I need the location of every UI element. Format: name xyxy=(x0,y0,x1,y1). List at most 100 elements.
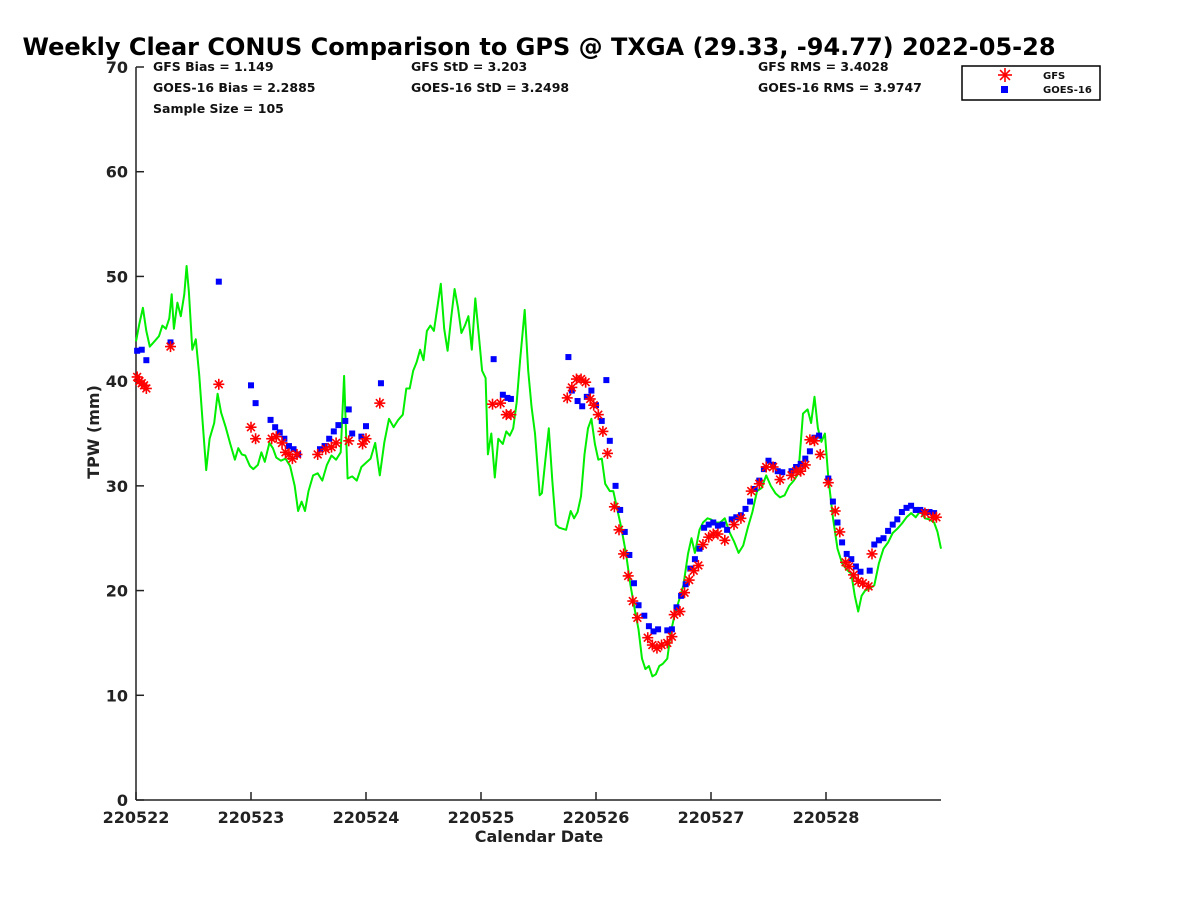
y-axis-label: TPW (mm) xyxy=(84,385,103,479)
goes16-point xyxy=(816,432,823,439)
gfs-point xyxy=(343,435,355,447)
goes16-point xyxy=(894,516,901,523)
goes16-point xyxy=(267,416,274,423)
goes16-point xyxy=(574,398,581,405)
goes16-point xyxy=(714,522,721,529)
gfs-point xyxy=(588,399,600,411)
goes16-point xyxy=(701,524,708,531)
legend-gfs-asterisk-marker xyxy=(998,68,1012,82)
gfs-point xyxy=(566,381,578,393)
gfs-point xyxy=(245,421,257,433)
goes16-point xyxy=(650,628,657,635)
goes16-point xyxy=(630,580,637,587)
goes16-point xyxy=(248,382,254,389)
goes16-point xyxy=(655,626,662,633)
y-tick-label: 30 xyxy=(106,477,128,496)
legend-box xyxy=(961,65,1101,101)
goes16-point xyxy=(635,602,642,609)
legend-goes-square-marker xyxy=(1001,86,1008,93)
gfs-bias-label: GFS Bias = 1.149 xyxy=(153,59,274,74)
goes16-point xyxy=(504,394,511,401)
gfs-std-label: GFS StD = 3.203 xyxy=(411,59,527,74)
goes16-point xyxy=(742,505,749,512)
goes16-point xyxy=(281,435,288,442)
gfs-point xyxy=(622,570,634,582)
y-tick-label: 20 xyxy=(106,582,128,601)
gfs-point xyxy=(666,631,678,643)
gfs-point xyxy=(822,477,834,489)
legend-gfs-label: GFS xyxy=(1043,71,1065,82)
goes16-point xyxy=(603,377,610,384)
goes16-point xyxy=(848,556,855,563)
gfs-point xyxy=(608,501,620,513)
goes16-point xyxy=(252,400,259,407)
goes16-point xyxy=(377,380,384,387)
statistics-block: GFS Bias = 1.149 GOES-16 Bias = 2.2885 S… xyxy=(153,59,922,116)
goes16-point xyxy=(839,539,846,546)
gfs-point xyxy=(627,595,639,607)
gfs-point xyxy=(330,437,342,449)
goes16-point xyxy=(612,482,619,489)
goes16-point xyxy=(290,446,297,453)
goes16-point xyxy=(797,460,804,467)
goes16-point xyxy=(857,568,864,575)
goes16-point xyxy=(728,516,735,523)
gfs-point xyxy=(592,409,604,421)
goes16-point xyxy=(885,527,892,534)
gfs-point xyxy=(814,448,826,460)
goes16-point xyxy=(272,424,279,431)
y-tick-label: 10 xyxy=(106,686,128,705)
gfs-point xyxy=(848,569,860,581)
gfs-point xyxy=(505,409,517,421)
goes16-point xyxy=(499,391,506,398)
gfs-point xyxy=(602,447,613,459)
goes-std-label: GOES-16 StD = 3.2498 xyxy=(411,80,569,95)
goes16-point xyxy=(138,346,145,353)
goes16-point xyxy=(342,417,349,424)
x-tick-label: 220522 xyxy=(103,808,170,827)
gfs-point xyxy=(852,575,864,587)
gfs-point xyxy=(866,548,878,560)
gfs-point xyxy=(767,461,779,473)
gfs-point xyxy=(697,538,709,550)
gfs-point xyxy=(597,425,609,437)
x-tick-label: 220528 xyxy=(793,808,860,827)
goes16-point xyxy=(641,612,648,619)
goes16-point xyxy=(326,435,333,442)
goes16-point xyxy=(710,519,717,526)
goes16-point xyxy=(143,357,150,364)
goes16-point xyxy=(335,422,342,429)
gfs-point xyxy=(374,397,386,409)
goes16-point xyxy=(691,556,698,563)
y-tick-label: 0 xyxy=(117,791,128,810)
gfs-point xyxy=(276,437,288,449)
gfs-point xyxy=(312,448,324,460)
x-tick-label: 220524 xyxy=(333,808,400,827)
goes16-point xyxy=(490,356,497,363)
goes16-point xyxy=(583,393,590,400)
y-tick-label: 50 xyxy=(106,267,128,286)
goes16-point xyxy=(687,565,694,572)
x-tick-label: 220527 xyxy=(678,808,745,827)
goes16-point xyxy=(747,498,754,505)
gfs-point xyxy=(291,448,303,460)
gfs-point xyxy=(809,435,820,447)
goes16-point xyxy=(802,455,809,462)
goes16-point xyxy=(317,446,323,453)
gfs-point xyxy=(735,512,747,524)
gfs-rms-label: GFS RMS = 3.4028 xyxy=(758,59,889,74)
y-tick-label: 60 xyxy=(106,163,128,182)
goes16-point xyxy=(645,623,652,630)
goes16-point xyxy=(606,437,613,444)
goes16-point xyxy=(668,626,675,633)
goes16-point xyxy=(285,443,292,450)
goes16-point xyxy=(903,504,910,511)
goes16-point xyxy=(134,347,141,354)
goes16-point xyxy=(917,506,924,513)
goes16-point xyxy=(829,498,836,505)
goes16-point xyxy=(705,521,712,528)
goes16-point xyxy=(565,354,572,361)
goes16-point xyxy=(588,387,595,394)
goes16-point xyxy=(664,627,671,634)
